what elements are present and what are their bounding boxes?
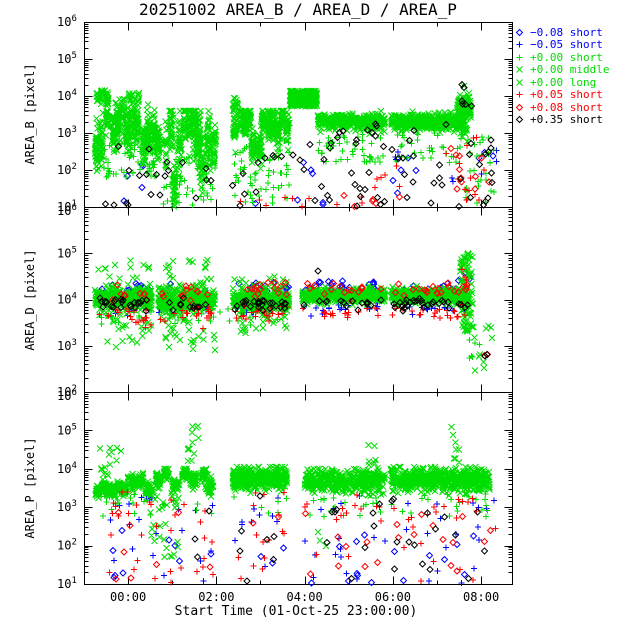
svg-text:08:00: 08:00 (463, 590, 499, 604)
legend-cross-icon (516, 66, 523, 74)
panel-3-series-3-points (92, 463, 493, 502)
panel-1-series-7-points (101, 80, 496, 211)
svg-text:103: 103 (57, 125, 77, 140)
legend-plus-icon (516, 91, 523, 98)
legend-item-label: −0.08 short (530, 25, 603, 39)
legend-diamond-icon (515, 116, 524, 124)
legend-plus-icon (516, 41, 523, 48)
panel-3-series-5-points (106, 489, 499, 586)
y-axis-label-area-d: AREA_D [pixel] (23, 249, 37, 351)
chart-title: 20251002 AREA_B / AREA_D / AREA_P (139, 0, 457, 19)
svg-text:106: 106 (57, 388, 77, 403)
legend-item-label: +0.08 short (530, 100, 603, 114)
legend-diamond-icon (515, 103, 524, 111)
svg-text:102: 102 (57, 538, 77, 553)
legend-item-label: −0.05 short (530, 38, 603, 52)
legend-item: −0.05 short (513, 38, 609, 52)
svg-text:105: 105 (57, 422, 77, 437)
legend-item: +0.00 short (513, 51, 609, 64)
svg-text:106: 106 (57, 14, 77, 29)
panel-3-axes (84, 392, 513, 585)
panel-1-series-4-points (93, 87, 321, 114)
legend-item-label: +0.35 short (530, 113, 603, 127)
legend-item-label: +0.00 long (530, 75, 597, 89)
svg-text:06:00: 06:00 (375, 590, 411, 604)
legend-item-label: +0.05 short (530, 88, 603, 102)
legend-item: +0.35 short (513, 113, 609, 127)
panel-3-ytick-labels: 101 102 103 104 105 106 (57, 388, 77, 591)
xtick-labels: 00:00 02:00 04:00 06:00 08:00 (110, 590, 499, 604)
y-axis-label-area-p: AREA_P [pixel] (23, 437, 37, 539)
panel-3-series-7-points (191, 492, 489, 585)
x-axis-label: Start Time (01-Oct-25 23:00:00) (174, 604, 418, 619)
legend: −0.08 short −0.05 short +0.00 short +0.00 m… (513, 26, 609, 126)
legend-item: +0.08 short (513, 101, 609, 114)
svg-text:02:00: 02:00 (198, 590, 234, 604)
svg-text:106: 106 (57, 203, 77, 218)
panel-3-series-1-points (107, 493, 497, 586)
legend-item-label: +0.00 short (530, 50, 603, 64)
legend-item: +0.00 middle (513, 63, 610, 77)
svg-text:00:00: 00:00 (110, 590, 146, 604)
legend-item: +0.05 short (513, 88, 609, 102)
svg-text:04:00: 04:00 (287, 590, 323, 604)
svg-text:103: 103 (57, 338, 77, 353)
y-axis-label-area-b: AREA_B [pixel] (23, 63, 37, 165)
svg-text:103: 103 (57, 499, 77, 514)
legend-item: +0.00 long (513, 76, 609, 89)
panel-3-series-4-points (96, 422, 463, 561)
svg-text:105: 105 (57, 51, 77, 66)
legend-cross-icon (516, 78, 523, 86)
svg-text:104: 104 (57, 292, 77, 307)
legend-item-label: +0.00 middle (530, 63, 610, 77)
legend-diamond-icon (515, 28, 524, 36)
svg-text:101: 101 (57, 576, 77, 591)
panel-3-series-6-points (112, 508, 495, 583)
legend-item: −0.08 short (513, 26, 609, 39)
legend-plus-icon (516, 54, 523, 61)
svg-text:104: 104 (57, 461, 77, 476)
svg-text:102: 102 (57, 162, 77, 177)
svg-text:105: 105 (57, 245, 77, 260)
panel-2-series-7-points (96, 267, 491, 360)
panel-1-series-3-points (91, 82, 475, 210)
svg-text:104: 104 (57, 88, 77, 103)
